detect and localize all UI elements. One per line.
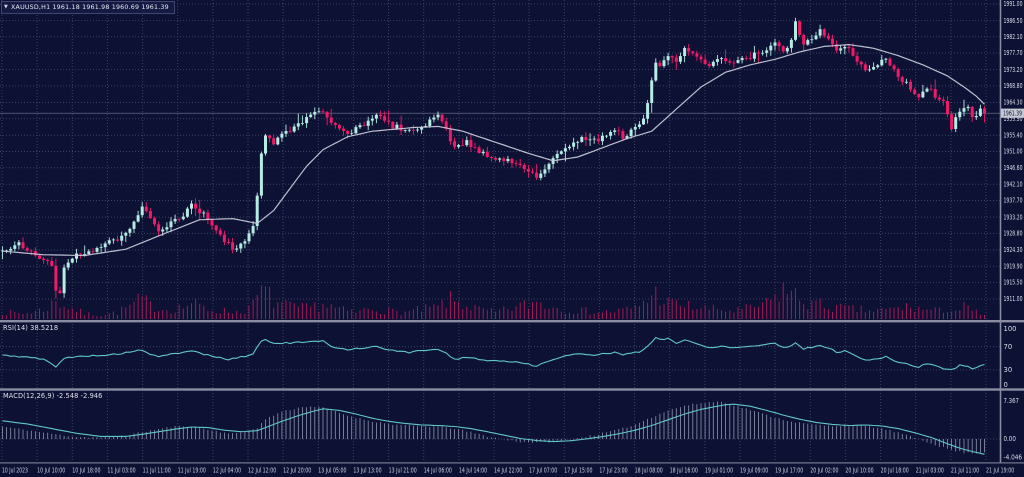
svg-text:1968.80: 1968.80	[1004, 82, 1023, 90]
rsi-axis-labels[interactable]: 100 70 30 0	[1004, 325, 1017, 389]
svg-text:100: 100	[1004, 325, 1017, 333]
svg-text:10 Jul 18:00: 10 Jul 18:00	[72, 467, 100, 475]
svg-text:12 Jul 04:00: 12 Jul 04:00	[213, 467, 241, 475]
symbol-ohlc-strip[interactable]: ▼ XAUUSD,H1 1961.18 1961.98 1960.69 1961…	[1, 1, 175, 14]
grid	[0, 0, 1000, 462]
panel-separators[interactable]	[0, 320, 1024, 464]
svg-text:1946.60: 1946.60	[1004, 164, 1023, 172]
svg-text:14 Jul 22:00: 14 Jul 22:00	[494, 467, 522, 475]
current-price-tag: 1961.39	[1001, 108, 1024, 118]
svg-text:10 Jul 10:00: 10 Jul 10:00	[37, 467, 65, 475]
macd-histogram	[2, 401, 985, 454]
svg-text:-4.046: -4.046	[1004, 454, 1023, 462]
symbol-ohlc-text: XAUUSD,H1 1961.18 1961.98 1960.69 1961.3…	[11, 4, 169, 11]
svg-text:1973.20: 1973.20	[1004, 66, 1023, 74]
svg-text:13 Jul 13:00: 13 Jul 13:00	[353, 467, 381, 475]
moving-average-line	[2, 43, 985, 257]
svg-text:1959.90: 1959.90	[1004, 115, 1023, 123]
svg-text:21 Jul 11:00: 21 Jul 11:00	[951, 467, 979, 475]
svg-text:11 Jul 03:00: 11 Jul 03:00	[107, 467, 135, 475]
price-axis-labels[interactable]: 1991.00 1986.50 1982.10 1977.70 1973.20 1968.…	[1004, 0, 1023, 303]
svg-text:1942.10: 1942.10	[1004, 181, 1023, 189]
macd-signal-line	[2, 403, 985, 455]
svg-text:19 Jul 17:00: 19 Jul 17:00	[775, 467, 803, 475]
svg-text:1928.80: 1928.80	[1004, 230, 1023, 238]
svg-text:18 Jul 08:00: 18 Jul 08:00	[635, 467, 663, 475]
svg-text:14 Jul 14:00: 14 Jul 14:00	[459, 467, 487, 475]
svg-text:20 Jul 02:00: 20 Jul 02:00	[810, 467, 838, 475]
svg-text:7.367: 7.367	[1004, 397, 1020, 405]
rsi-indicator-label: RSI(14) 38.5218	[3, 324, 59, 332]
svg-text:12 Jul 20:00: 12 Jul 20:00	[283, 467, 311, 475]
svg-text:10 Jul 2023: 10 Jul 2023	[2, 467, 28, 475]
svg-text:21 Jul 03:00: 21 Jul 03:00	[916, 467, 944, 475]
svg-text:20 Jul 10:00: 20 Jul 10:00	[845, 467, 873, 475]
collapse-ohlc-icon[interactable]: ▼	[4, 4, 9, 10]
svg-text:1951.00: 1951.00	[1004, 148, 1023, 156]
svg-text:1919.90: 1919.90	[1004, 262, 1023, 270]
svg-text:1933.20: 1933.20	[1004, 213, 1023, 221]
svg-text:14 Jul 06:00: 14 Jul 06:00	[424, 467, 452, 475]
svg-text:30: 30	[1004, 366, 1013, 374]
svg-text:1961.39: 1961.39	[1003, 110, 1022, 118]
svg-text:21 Jul 19:00: 21 Jul 19:00	[986, 467, 1014, 475]
svg-text:11 Jul 19:00: 11 Jul 19:00	[178, 467, 206, 475]
svg-text:0.00: 0.00	[1004, 435, 1016, 443]
svg-text:70: 70	[1004, 343, 1013, 351]
svg-text:12 Jul 12:00: 12 Jul 12:00	[248, 467, 276, 475]
volume-bars	[2, 283, 985, 319]
svg-text:0: 0	[1004, 381, 1008, 389]
svg-text:19 Jul 09:00: 19 Jul 09:00	[740, 467, 768, 475]
rsi-line	[2, 336, 985, 370]
svg-text:17 Jul 15:00: 17 Jul 15:00	[564, 467, 592, 475]
macd-axis-labels[interactable]: 7.367 0.00 -4.046	[1004, 397, 1023, 462]
svg-text:1964.30: 1964.30	[1004, 99, 1023, 107]
svg-text:1937.70: 1937.70	[1004, 197, 1023, 205]
svg-text:19 Jul 01:00: 19 Jul 01:00	[705, 467, 733, 475]
svg-text:11 Jul 11:00: 11 Jul 11:00	[143, 467, 171, 475]
time-axis-labels[interactable]: 10 Jul 2023 10 Jul 10:00 10 Jul 18:00 11 Ju…	[2, 467, 1014, 475]
svg-text:1986.50: 1986.50	[1004, 17, 1023, 25]
candles	[1, 17, 986, 299]
svg-text:13 Jul 21:00: 13 Jul 21:00	[389, 467, 417, 475]
svg-text:1924.30: 1924.30	[1004, 246, 1023, 254]
svg-text:1955.40: 1955.40	[1004, 132, 1023, 140]
svg-text:18 Jul 16:00: 18 Jul 16:00	[670, 467, 698, 475]
svg-text:1915.50: 1915.50	[1004, 279, 1023, 287]
svg-text:1991.00: 1991.00	[1004, 0, 1023, 8]
svg-text:17 Jul 23:00: 17 Jul 23:00	[599, 467, 627, 475]
svg-text:20 Jul 18:00: 20 Jul 18:00	[881, 467, 909, 475]
svg-text:1982.10: 1982.10	[1004, 33, 1023, 41]
svg-text:1977.70: 1977.70	[1004, 49, 1023, 57]
svg-text:1911.00: 1911.00	[1004, 295, 1023, 303]
svg-text:17 Jul 07:00: 17 Jul 07:00	[529, 467, 557, 475]
macd-indicator-label: MACD(12,26,9) -2.548 -2.946	[3, 392, 103, 400]
svg-text:13 Jul 05:00: 13 Jul 05:00	[318, 467, 346, 475]
